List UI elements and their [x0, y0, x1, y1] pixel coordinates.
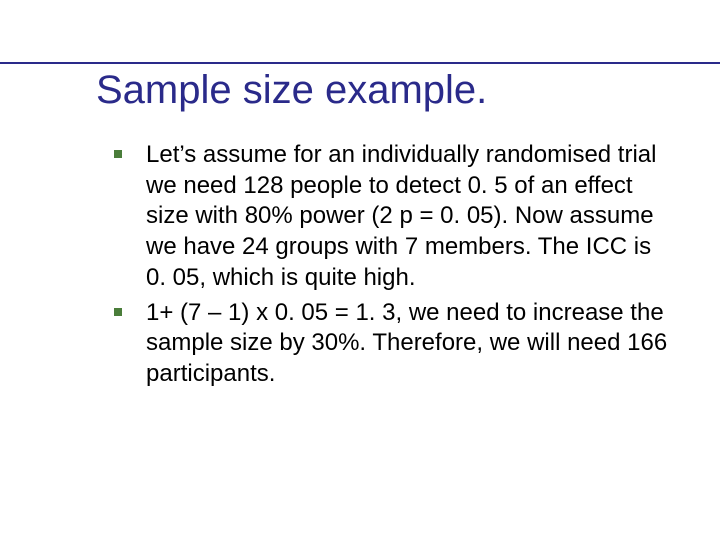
bullet-list: Let’s assume for an individually randomi…: [100, 140, 670, 390]
slide-title: Sample size example.: [96, 68, 670, 112]
list-item: 1+ (7 – 1) x 0. 05 = 1. 3, we need to in…: [100, 298, 670, 390]
bullet-text: Let’s assume for an individually randomi…: [146, 141, 656, 291]
square-bullet-icon: [114, 150, 122, 158]
list-item: Let’s assume for an individually randomi…: [100, 140, 670, 294]
bullet-text: 1+ (7 – 1) x 0. 05 = 1. 3, we need to in…: [146, 299, 667, 387]
slide: Sample size example. Let’s assume for an…: [0, 0, 720, 540]
square-bullet-icon: [114, 308, 122, 316]
accent-line: [0, 62, 720, 64]
